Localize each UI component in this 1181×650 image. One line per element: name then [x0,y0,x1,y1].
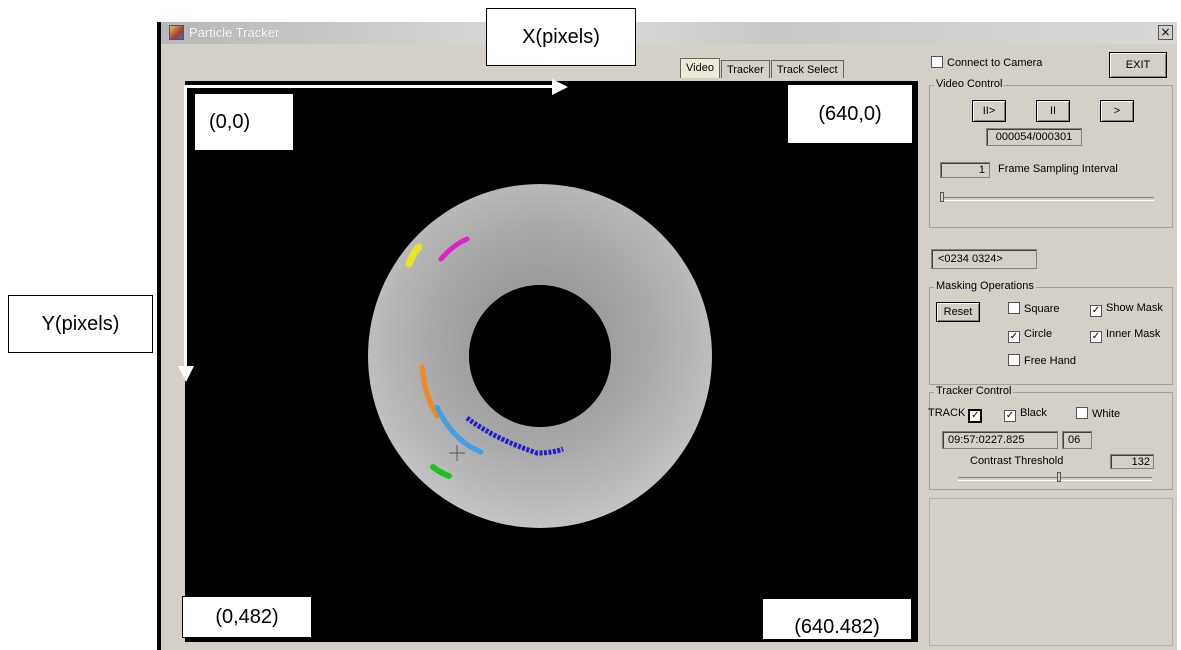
inner-hole [469,285,611,427]
track-toggle[interactable]: TRACK ✓ [928,407,986,423]
coordinate-readout: <0234 0324> [931,249,1037,269]
step-forward-button[interactable]: > [1100,100,1134,122]
y-axis-label: Y(pixels) [8,295,153,353]
y-axis-arrowhead [178,366,194,382]
track-orange [419,364,440,419]
timestamp-field: 09:57:0227.825 [942,431,1058,449]
circle-box[interactable]: ✓ [1008,331,1020,343]
reset-mask-button[interactable]: Reset [936,302,980,322]
pause-button[interactable]: II [1036,100,1070,122]
sampling-interval-field[interactable]: 1 [940,162,990,178]
white-box[interactable] [1076,407,1088,419]
track-box[interactable]: ✓ [968,409,983,423]
empty-panel [929,498,1173,646]
masking-operations-group: Masking Operations Reset Square ✓ Show Ma… [929,280,1173,385]
circle-label: Circle [1024,328,1053,340]
track-light-blue [434,404,484,455]
video-display[interactable] [185,81,918,642]
close-button[interactable]: × [1158,25,1173,40]
free-hand-box[interactable] [1008,354,1020,366]
white-checkbox[interactable]: White [1076,407,1120,420]
sampling-slider-track[interactable] [940,197,1154,201]
app-icon [169,25,184,40]
square-checkbox[interactable]: Square [1008,302,1059,315]
connect-camera-label: Connect to Camera [947,57,1043,69]
show-mask-checkbox[interactable]: ✓ Show Mask [1090,302,1163,317]
connect-camera-box[interactable] [931,56,943,68]
black-checkbox[interactable]: ✓ Black [1004,407,1047,422]
corner-label-bottom-right: (640.482) [762,598,912,640]
black-label: Black [1020,407,1047,419]
tab-tracker[interactable]: Tracker [720,60,770,78]
contrast-slider-thumb[interactable] [1056,472,1061,482]
black-box[interactable]: ✓ [1004,410,1016,422]
window-title: Particle Tracker [189,25,280,40]
x-axis-arrow-line [184,85,554,88]
tracker-control-title: Tracker Control [934,385,1014,397]
corner-label-bottom-left: (0,482) [182,596,312,638]
tracker-control-group: Tracker Control TRACK ✓ ✓ Black White 09:… [928,385,1173,490]
inner-mask-checkbox[interactable]: ✓ Inner Mask [1090,328,1160,343]
video-control-title: Video Control [934,78,1005,90]
particle-tracker-window: Particle Tracker × Video Tracker Track S… [157,22,1177,650]
masking-title: Masking Operations [934,280,1036,292]
white-label: White [1092,408,1121,420]
x-axis-arrowhead [552,79,568,95]
corner-label-top-right: (640,0) [787,84,913,144]
track-yellow [405,243,423,268]
contrast-threshold-field[interactable]: 132 [1110,454,1154,469]
inner-mask-box[interactable]: ✓ [1090,331,1102,343]
inner-mask-label: Inner Mask [1106,328,1161,340]
video-control-group: Video Control II> II > 000054/000301 1 F… [929,78,1173,228]
show-mask-box[interactable]: ✓ [1090,305,1102,317]
sampling-slider-thumb[interactable] [940,192,944,202]
video-frame [368,184,712,528]
show-mask-label: Show Mask [1106,302,1163,314]
tab-strip: Video Tracker Track Select [680,58,845,78]
track-green [430,464,452,479]
contrast-threshold-label: Contrast Threshold [970,455,1064,467]
title-bar: Particle Tracker × [161,22,1177,44]
particle-count-field: 06 [1062,431,1092,449]
connect-camera-checkbox[interactable]: Connect to Camera [931,56,1042,69]
play-button[interactable]: II> [972,100,1006,122]
free-hand-label: Free Hand [1024,355,1076,367]
exit-button[interactable]: EXIT [1109,52,1167,78]
track-blue [465,415,564,456]
crosshair-cursor [449,445,465,461]
frame-counter: 000054/000301 [986,128,1082,146]
track-label: TRACK [928,407,966,419]
square-box[interactable] [1008,302,1020,314]
contrast-slider-track[interactable] [958,477,1152,481]
corner-label-top-left: (0,0) [194,93,294,151]
sampling-interval-label: Frame Sampling Interval [998,163,1118,175]
control-panel: Connect to Camera EXIT Video Control II>… [927,52,1177,646]
tab-video[interactable]: Video [680,58,720,78]
free-hand-checkbox[interactable]: Free Hand [1008,354,1076,367]
circle-checkbox[interactable]: ✓ Circle [1008,328,1052,343]
tab-track-select[interactable]: Track Select [770,60,844,78]
y-axis-arrow-line [184,85,187,368]
square-label: Square [1024,303,1060,315]
x-axis-label: X(pixels) [486,8,636,66]
track-magenta [438,236,470,262]
